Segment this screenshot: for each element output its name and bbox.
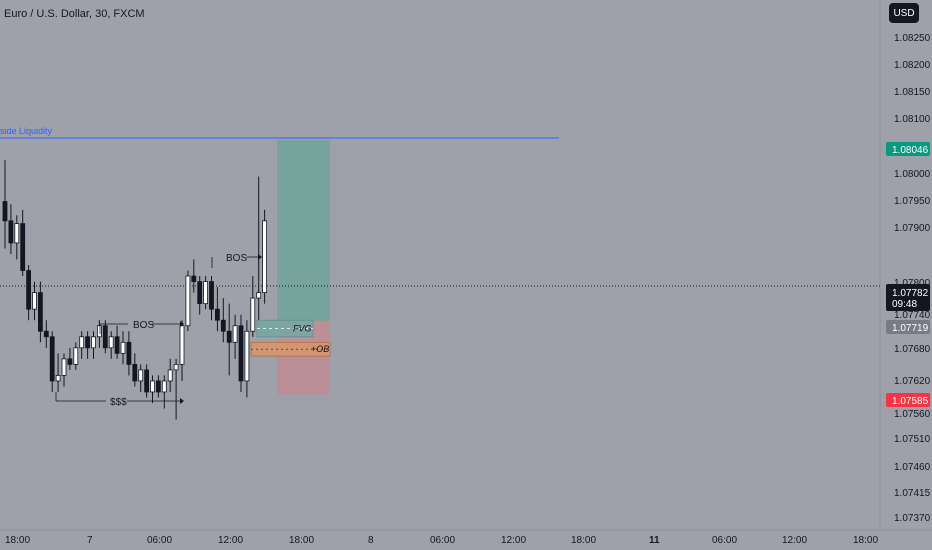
candle-down [85, 336, 90, 349]
time-axis[interactable]: 18:00 7 06:00 12:00 18:00 8 06:00 12:00 … [5, 535, 878, 546]
price-label: 1.07740 [894, 310, 931, 321]
price-label: 1.08150 [894, 87, 931, 98]
time-label: 06:00 [430, 535, 455, 546]
candle-up [232, 325, 238, 343]
candle-down [2, 201, 8, 222]
candle-down [20, 223, 26, 271]
price-label: 1.07510 [894, 434, 931, 445]
target-price-text: 1.08046 [892, 145, 929, 156]
candle-up [14, 223, 20, 244]
bos-lower-label: BOS [133, 320, 154, 331]
candle-down [49, 336, 55, 382]
candle-up [61, 358, 67, 376]
candle-down [155, 380, 161, 393]
entry-price-badge [886, 320, 930, 334]
price-label: 1.07680 [894, 344, 931, 355]
time-label: 06:00 [147, 535, 172, 546]
target-zone[interactable] [277, 140, 330, 321]
candle-down [8, 220, 14, 244]
candle-up [167, 369, 173, 382]
time-label: 12:00 [218, 535, 243, 546]
time-label: 7 [87, 535, 93, 546]
candle-down [220, 319, 226, 332]
countdown-text: 09:48 [892, 299, 917, 310]
candle-down [209, 281, 214, 310]
time-label: 8 [368, 535, 374, 546]
candle-up [173, 363, 179, 371]
candle-down [67, 358, 73, 365]
time-label: 12:00 [501, 535, 526, 546]
candle-up [185, 275, 191, 327]
current-price-text: 1.07782 [892, 288, 929, 299]
candle-up [203, 281, 209, 305]
candle-up [244, 330, 250, 382]
price-label: 1.07460 [894, 462, 931, 473]
price-label: 1.08200 [894, 60, 931, 71]
candle-down [226, 330, 232, 343]
bos-lower-arrowhead [180, 321, 184, 327]
price-label: 1.07370 [894, 513, 931, 524]
liquidity-label: side Liquidity [0, 126, 53, 136]
candle-up [250, 297, 256, 332]
price-label: 1.07620 [894, 376, 931, 387]
candle-up [97, 325, 102, 338]
target-price-badge [886, 142, 930, 156]
price-axis[interactable]: 1.08250 1.08200 1.08150 1.08100 1.08000 … [894, 33, 931, 524]
fvg-label: FVG [293, 323, 312, 333]
candle-down [238, 325, 244, 382]
candle-up [120, 341, 126, 354]
time-label: 06:00 [712, 535, 737, 546]
bos-upper-arrowhead [258, 254, 262, 260]
candle-up [161, 380, 167, 393]
time-label: 18:00 [289, 535, 314, 546]
price-label: 1.07560 [894, 409, 931, 420]
current-price-badge [886, 284, 930, 311]
sss-arrowhead [180, 398, 184, 404]
price-label: 1.07900 [894, 223, 931, 234]
sss-label: $$$ [110, 397, 127, 408]
time-label: 18:00 [571, 535, 596, 546]
candle-down [214, 308, 220, 321]
time-label: 18:00 [5, 535, 30, 546]
entry-price-text: 1.07719 [892, 323, 929, 334]
candle-up [73, 347, 79, 365]
candle-down [132, 363, 138, 382]
candle-up [91, 336, 96, 349]
currency-button[interactable]: USD [889, 3, 919, 23]
ob-label: +OB [311, 344, 329, 354]
candle-down [102, 325, 108, 349]
price-label: 1.07950 [894, 196, 931, 207]
price-label: 1.08100 [894, 114, 931, 125]
candle-up [256, 292, 262, 299]
candle-up [32, 292, 37, 310]
bos-upper-label: BOS [226, 253, 247, 264]
time-label: 11 [649, 535, 660, 546]
candle-up [179, 325, 185, 365]
price-label: 1.07415 [894, 488, 931, 499]
time-label: 12:00 [782, 535, 807, 546]
stop-price-badge [886, 393, 930, 407]
price-label: 1.08000 [894, 169, 931, 180]
candle-up [55, 375, 61, 382]
candle-down [126, 341, 132, 365]
candle-down [43, 330, 49, 338]
price-label: 1.08250 [894, 33, 931, 44]
candle-down [26, 270, 32, 310]
candle-up [79, 336, 85, 349]
time-label: 18:00 [853, 535, 878, 546]
candle-up [262, 220, 268, 294]
candle-up [150, 380, 155, 393]
candle-up [108, 336, 114, 349]
candle-down [191, 275, 197, 282]
candle-down [38, 292, 43, 332]
candle-down [114, 336, 120, 354]
candle-down [197, 281, 203, 305]
candle-down [144, 369, 150, 393]
chart-title: Euro / U.S. Dollar, 30, FXCM [4, 8, 145, 20]
candles [2, 160, 268, 420]
candle-up [138, 369, 144, 382]
stop-price-text: 1.07585 [892, 396, 929, 407]
price-label: 1.07800 [894, 278, 931, 289]
